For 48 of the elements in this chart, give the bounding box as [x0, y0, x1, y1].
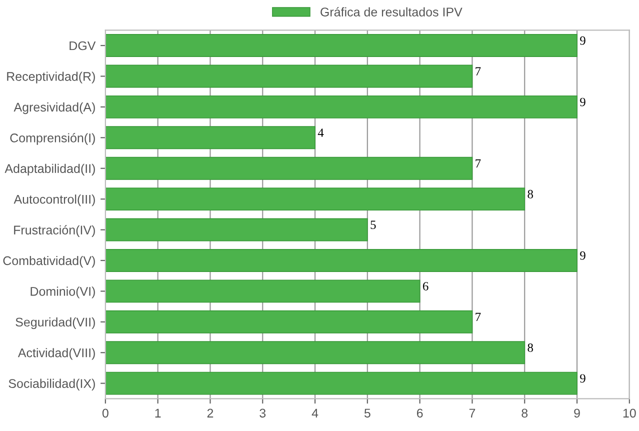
data-label: 7	[476, 159, 481, 168]
y-tick-label: DGV	[70, 41, 96, 50]
data-label: 5	[370, 220, 376, 230]
y-tick-label: Frustración(IV)	[14, 225, 95, 237]
bar	[105, 95, 578, 118]
x-tick-label: 2	[207, 408, 214, 418]
x-tick-label: 7	[469, 408, 476, 418]
bar	[105, 156, 473, 180]
x-tick-label: 9	[574, 408, 580, 418]
y-tick-label: Receptividad(R)	[7, 72, 95, 84]
y-tick-label: Dominio(VI)	[30, 286, 95, 298]
data-label: 7	[476, 67, 481, 76]
bar	[105, 310, 473, 334]
data-label: 9	[580, 98, 586, 106]
data-label: 8	[528, 343, 534, 352]
y-tick-label: Seguridad(VII)	[16, 317, 95, 330]
y-tick-label: Actividad(VIII)	[18, 348, 95, 360]
data-label: 7	[476, 312, 481, 322]
x-tick-label: 0	[102, 408, 108, 418]
bar	[105, 126, 316, 150]
data-label: 4	[318, 128, 324, 137]
bar	[105, 34, 578, 57]
bar	[105, 64, 473, 88]
y-tick-label: Adaptabilidad(II)	[4, 164, 95, 176]
y-tick-label: Comprensión(I)	[10, 133, 95, 145]
bar	[105, 188, 526, 211]
x-tick-label: 3	[260, 408, 266, 418]
bar	[105, 280, 420, 303]
bar	[105, 249, 578, 272]
bar	[105, 341, 526, 364]
data-label: 9	[580, 36, 586, 45]
y-tick-label: Agresividad(A)	[14, 102, 95, 114]
x-tick-label: 4	[312, 408, 318, 418]
x-tick-label: 1	[155, 408, 161, 418]
x-tick-label: 5	[364, 408, 370, 418]
legend-label: Gráfica de resultados IPV	[320, 7, 462, 16]
x-tick-label: 6	[416, 408, 423, 418]
x-tick-label: 10	[623, 408, 636, 418]
bar	[105, 218, 368, 242]
data-label: 9	[580, 251, 586, 260]
y-tick-label: Combatividad(V)	[3, 256, 95, 268]
x-tick-label: 8	[522, 408, 528, 418]
data-label: 8	[528, 190, 534, 198]
data-label: 9	[580, 374, 586, 383]
data-label: 6	[422, 282, 428, 290]
y-tick-label: Sociabilidad(IX)	[8, 378, 95, 390]
bar	[105, 372, 578, 395]
y-tick-label: Autocontrol(III)	[14, 194, 95, 206]
